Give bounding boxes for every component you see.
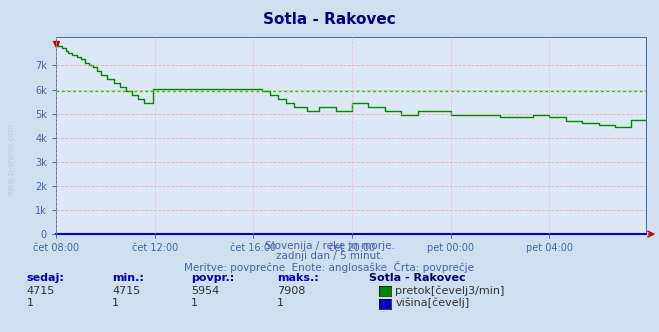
Text: 1: 1 — [277, 298, 284, 308]
Text: min.:: min.: — [112, 273, 144, 283]
Text: 1: 1 — [26, 298, 34, 308]
Text: 7908: 7908 — [277, 286, 305, 296]
Text: 4715: 4715 — [112, 286, 140, 296]
Text: 1: 1 — [191, 298, 198, 308]
Text: 4715: 4715 — [26, 286, 55, 296]
Text: 1: 1 — [112, 298, 119, 308]
Text: Slovenija / reke in morje.: Slovenija / reke in morje. — [264, 241, 395, 251]
Text: maks.:: maks.: — [277, 273, 318, 283]
Text: Sotla - Rakovec: Sotla - Rakovec — [369, 273, 466, 283]
Text: Meritve: povprečne  Enote: anglosaške  Črta: povprečje: Meritve: povprečne Enote: anglosaške Črt… — [185, 261, 474, 273]
Text: višina[čevelj]: višina[čevelj] — [395, 298, 470, 308]
Text: zadnji dan / 5 minut.: zadnji dan / 5 minut. — [275, 251, 384, 261]
Text: sedaj:: sedaj: — [26, 273, 64, 283]
Text: Sotla - Rakovec: Sotla - Rakovec — [263, 12, 396, 27]
Text: 5954: 5954 — [191, 286, 219, 296]
Text: pretok[čevelj3/min]: pretok[čevelj3/min] — [395, 285, 505, 296]
Text: povpr.:: povpr.: — [191, 273, 235, 283]
Text: www.si-vreme.com: www.si-vreme.com — [7, 124, 16, 195]
